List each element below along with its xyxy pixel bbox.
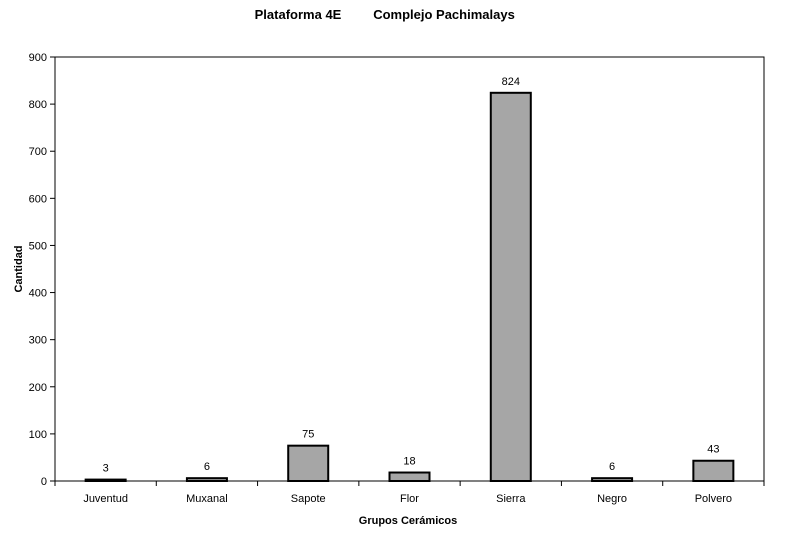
data-label: 43 [707,444,719,456]
bar [388,471,431,482]
y-tick-label: 600 [29,193,47,205]
bar [692,459,735,482]
x-tick-label: Polvero [695,493,732,505]
plot-area: 0 100 200 300 400 500 600 700 800 900 3 Juventud 6 Mu… [29,52,765,505]
bar [84,478,127,483]
y-tick-label: 700 [29,146,47,158]
x-tick-label: Flor [400,493,419,505]
y-tick-label: 100 [29,429,47,441]
chart-title: Plataforma 4E [255,7,342,22]
bar [287,444,330,482]
bar [185,477,228,483]
x-tick-label: Juventud [83,493,128,505]
y-tick-label: 400 [29,288,47,300]
y-tick-label: 500 [29,240,47,252]
x-tick-label: Negro [597,493,627,505]
y-tick-label: 0 [41,476,47,488]
y-tick-label: 800 [29,99,47,111]
y-axis-label: Cantidad [13,245,25,292]
data-label: 6 [204,461,210,473]
bar [591,477,634,483]
data-label: 3 [103,463,109,475]
x-axis-label: Grupos Cerámicos [359,515,457,527]
plot-frame [54,56,765,482]
data-label: 824 [502,76,520,88]
x-tick-label: Sapote [291,493,326,505]
data-label: 75 [302,429,314,441]
bar [489,91,532,482]
chart-subtitle: Complejo Pachimalays [373,7,515,22]
x-tick-label: Sierra [496,493,526,505]
x-tick-label: Muxanal [186,493,228,505]
y-tick-label: 300 [29,335,47,347]
y-tick-label: 200 [29,382,47,394]
y-tick-label: 900 [29,52,47,64]
data-label: 18 [403,456,415,468]
data-label: 6 [609,461,615,473]
